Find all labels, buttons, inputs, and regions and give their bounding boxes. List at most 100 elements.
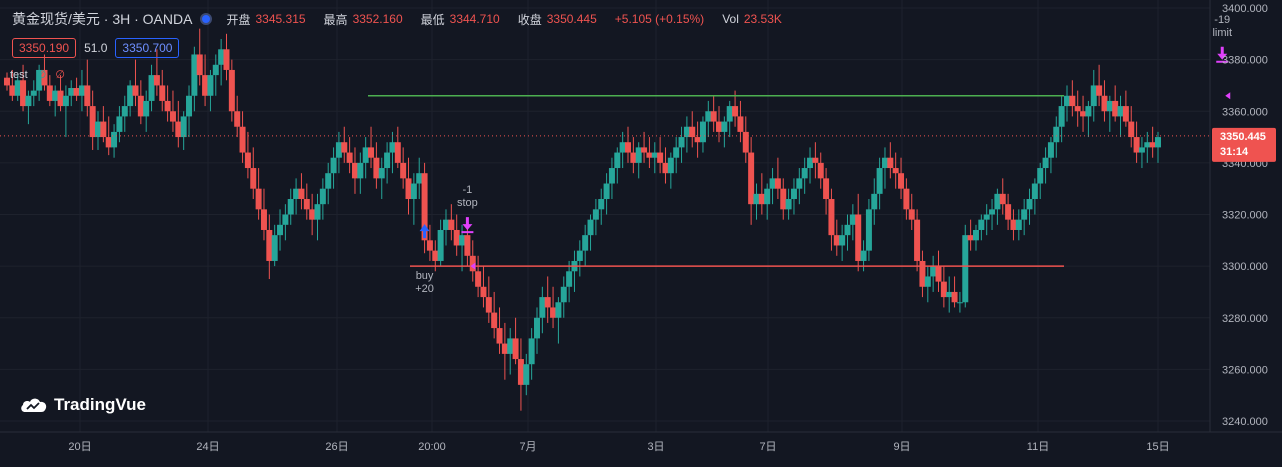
sell-arrow-icon	[462, 217, 473, 231]
candle-body	[260, 209, 267, 230]
candle-body	[566, 271, 573, 287]
candle-body	[228, 69, 235, 112]
candle-body	[30, 90, 37, 96]
candle-body	[748, 152, 755, 205]
candle-body	[202, 75, 209, 96]
sell-marker-amount: -19	[1214, 14, 1230, 26]
candle-body	[127, 85, 134, 107]
candle-body	[560, 286, 567, 303]
candle-body	[919, 260, 926, 287]
symbol-title[interactable]: 黄金现货/美元 · 3H · OANDA	[12, 11, 193, 27]
candle-body	[817, 162, 824, 179]
candle-body	[239, 126, 246, 153]
candle-body	[175, 121, 182, 138]
candle-body	[705, 111, 712, 122]
candle-body	[651, 152, 658, 158]
candle-body	[699, 121, 706, 143]
candle-body	[36, 69, 43, 91]
candle-body	[143, 100, 150, 117]
candle-body	[475, 271, 482, 287]
candle-body	[785, 199, 792, 210]
candle-body	[46, 85, 53, 101]
candle-body	[169, 111, 176, 122]
candle-body	[956, 302, 963, 304]
candle-body	[721, 121, 728, 132]
candle-body	[908, 209, 915, 220]
price-tick-label: 3320.000	[1222, 210, 1268, 222]
candle-body	[191, 54, 198, 96]
candle-body	[1090, 85, 1097, 107]
candle-body	[790, 188, 797, 200]
execution-triangle-icon	[470, 262, 476, 270]
candle-body	[132, 85, 139, 96]
candle-body	[667, 157, 674, 174]
candle-body	[137, 95, 144, 117]
candle-body	[453, 229, 460, 246]
high-value: 3352.160	[352, 12, 403, 26]
candle-body	[833, 235, 840, 246]
candle-body	[277, 224, 284, 236]
candle-body	[373, 157, 380, 179]
candle-body	[1122, 106, 1129, 122]
study-remove-icon[interactable]: ∅	[55, 69, 65, 81]
candle-body	[330, 157, 337, 174]
candle-body	[539, 297, 546, 318]
spread-value: 51.0	[84, 41, 108, 55]
price-tick-label: 3360.000	[1222, 106, 1268, 118]
candle-body	[678, 137, 685, 148]
candle-body	[303, 199, 310, 210]
candle-body	[603, 183, 610, 200]
candle-body	[641, 147, 648, 153]
candle-body	[469, 255, 476, 272]
sell-marker-label: stop	[457, 197, 478, 209]
candle-body	[384, 152, 391, 169]
candle-body	[657, 152, 664, 163]
candle-body	[844, 224, 851, 236]
candle-body	[501, 343, 508, 354]
candle-body	[646, 152, 653, 158]
study-name[interactable]: test	[10, 68, 28, 81]
candle-body	[368, 147, 375, 158]
candle-body	[442, 219, 449, 230]
candle-body	[309, 209, 316, 220]
sell-button[interactable]: 3350.190	[12, 38, 77, 58]
candle-body	[25, 95, 32, 107]
study-visibility-icon[interactable]: ∅	[36, 69, 47, 81]
bar-countdown: 31:14	[1220, 146, 1249, 158]
candle-body	[732, 106, 739, 117]
candle-body	[319, 188, 326, 205]
candle-body	[1128, 121, 1135, 138]
candle-body	[1149, 142, 1156, 148]
candle-body	[582, 235, 589, 251]
candle-body	[716, 121, 723, 132]
candle-body	[801, 168, 808, 179]
candle-body	[84, 85, 91, 107]
candle-body	[196, 54, 203, 76]
candle-body	[892, 168, 899, 174]
candle-body	[753, 193, 760, 205]
candle-body	[362, 147, 369, 163]
tradingvue-logo: TradingVue	[20, 395, 146, 415]
candle-body	[186, 95, 193, 117]
candle-body	[73, 88, 80, 96]
candle-body	[432, 250, 439, 261]
candle-body	[341, 142, 348, 153]
candle-body	[437, 229, 444, 261]
candle-body	[4, 77, 10, 86]
candle-body	[935, 266, 942, 282]
candle-body	[737, 116, 744, 132]
candle-body	[1058, 106, 1065, 127]
open-value: 3345.315	[255, 12, 306, 26]
candle-body	[807, 157, 814, 169]
candle-body	[250, 168, 257, 189]
sell-marker-amount: -1	[463, 184, 473, 196]
candle-body	[287, 199, 294, 215]
candle-body	[512, 338, 519, 360]
market-status-icon[interactable]	[200, 13, 213, 25]
candle-body	[517, 359, 524, 385]
candle-body	[598, 199, 605, 210]
buy-button[interactable]: 3350.700	[115, 38, 180, 58]
candle-body	[1015, 219, 1022, 230]
